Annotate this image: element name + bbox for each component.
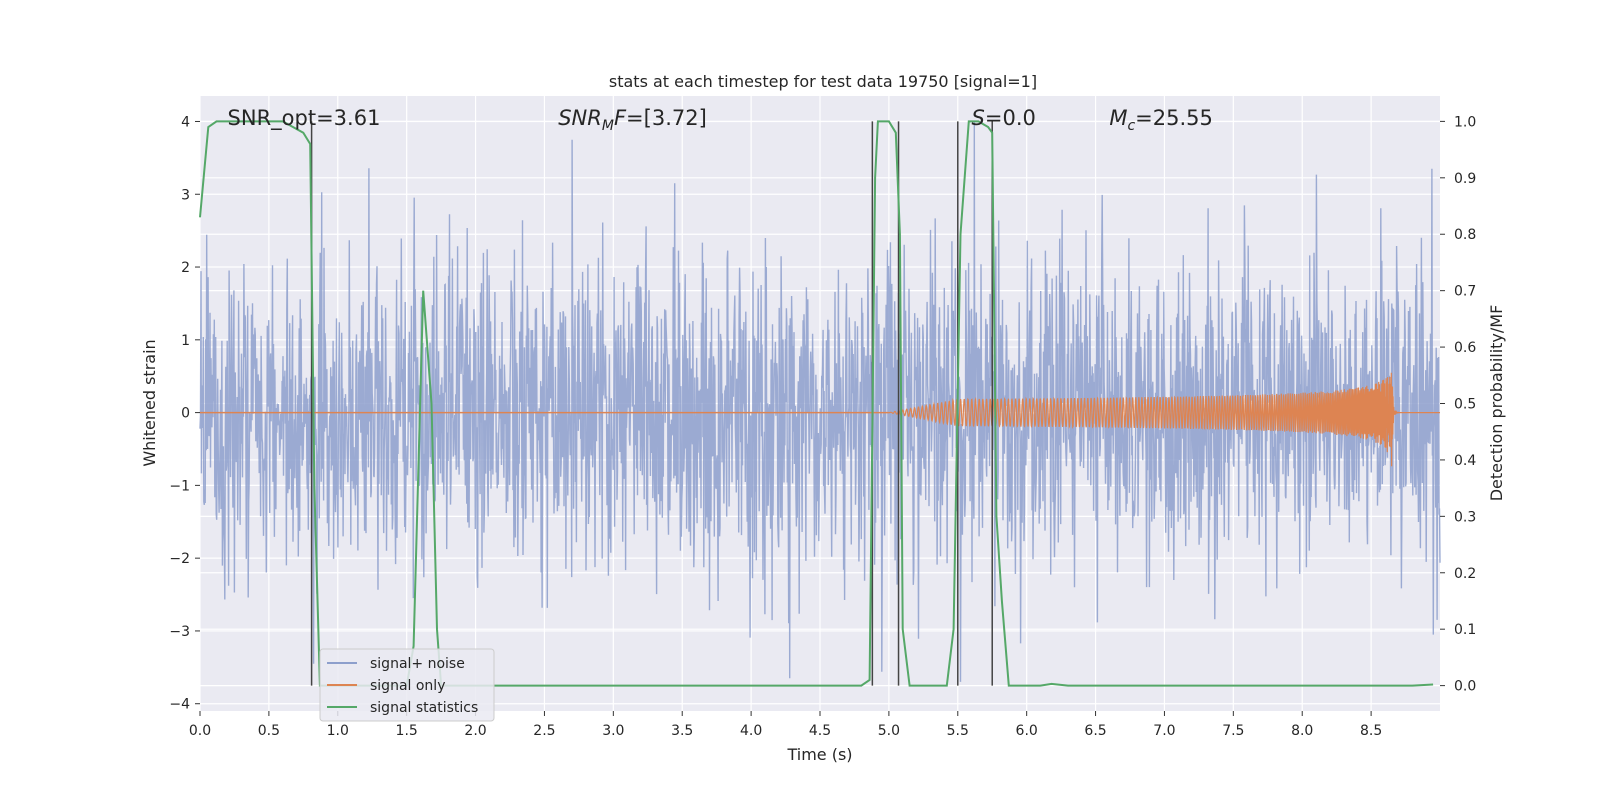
x-tick-label: 7.0 bbox=[1153, 723, 1175, 739]
series-signal-noise bbox=[199, 121, 1441, 682]
y-right-tick-label: 1.0 bbox=[1454, 114, 1476, 130]
legend-label-signal-only: signal only bbox=[370, 678, 445, 694]
legend: signal+ noise signal only signal statist… bbox=[319, 648, 495, 722]
annotation-text: SNRMF=[3.72] bbox=[558, 106, 707, 134]
x-tick-label: 5.5 bbox=[947, 723, 969, 739]
x-tick-label: 7.5 bbox=[1222, 723, 1244, 739]
y-right-axis-label: Detection probability/MF bbox=[1487, 305, 1506, 502]
x-tick-label: 0.0 bbox=[189, 723, 211, 739]
x-tick-label: 6.0 bbox=[1016, 723, 1038, 739]
x-axis-label: Time (s) bbox=[786, 745, 852, 764]
y-left-tick-label: 2 bbox=[181, 260, 190, 276]
x-tick-label: 0.5 bbox=[258, 723, 280, 739]
series-signal-statistics bbox=[199, 120, 1434, 687]
y-right-tick-label: 0.1 bbox=[1454, 622, 1476, 638]
x-tick-label: 3.5 bbox=[671, 723, 693, 739]
annotation-text: SNR_opt=3.61 bbox=[228, 106, 381, 131]
y-left-tick-label: −4 bbox=[169, 697, 190, 713]
y-left-tick-label: 3 bbox=[181, 187, 190, 203]
y-left-tick-label: −2 bbox=[169, 551, 190, 567]
x-tick-label: 4.0 bbox=[740, 723, 762, 739]
series-signal-only bbox=[200, 372, 1440, 467]
y-right-tick-label: 0.9 bbox=[1454, 171, 1476, 187]
y-left-tick-label: −3 bbox=[169, 624, 190, 640]
y-right-axis-ticks: 1.0 0.9 0.8 0.7 0.6 0.5 0.4 0.3 0.2 0.1 0.0 bbox=[1440, 114, 1476, 695]
y-left-axis-ticks: 4 3 2 1 0 −1 −2 −3 −4 bbox=[169, 114, 200, 713]
legend-box bbox=[319, 648, 495, 722]
x-tick-label: 8.0 bbox=[1291, 723, 1313, 739]
annotations: SNR_opt=3.61 SNRMF=[3.72] S=0.0 Mc=25.55 bbox=[228, 106, 1213, 134]
grid-lines bbox=[199, 96, 1440, 711]
x-tick-label: 1.5 bbox=[396, 723, 418, 739]
line-signal-noise bbox=[199, 121, 1441, 682]
y-right-tick-label: 0.7 bbox=[1454, 284, 1476, 300]
x-axis-ticks: 0.0 0.5 1.0 1.5 2.0 2.5 3.0 3.5 4.0 4.5 5.0 5.5 6.0 6… bbox=[189, 711, 1382, 739]
legend-label-signal-noise: signal+ noise bbox=[370, 656, 465, 672]
y-right-tick-label: 0.8 bbox=[1454, 227, 1476, 243]
y-left-tick-label: −1 bbox=[169, 478, 190, 494]
x-tick-label: 4.5 bbox=[809, 723, 831, 739]
y-left-axis-label: Whitened strain bbox=[140, 339, 159, 466]
x-tick-label: 2.5 bbox=[533, 723, 555, 739]
x-tick-label: 1.0 bbox=[327, 723, 349, 739]
annotation-text: Mc=25.55 bbox=[1109, 106, 1213, 134]
y-right-tick-label: 0.3 bbox=[1454, 509, 1476, 525]
legend-label-signal-statistics: signal statistics bbox=[370, 700, 478, 716]
annotation-text: S=0.0 bbox=[972, 106, 1036, 130]
x-tick-label: 5.0 bbox=[878, 723, 900, 739]
x-tick-label: 8.5 bbox=[1360, 723, 1382, 739]
y-right-tick-label: 0.0 bbox=[1454, 679, 1476, 695]
y-left-tick-label: 1 bbox=[181, 333, 190, 349]
line-signal-statistics bbox=[199, 120, 1434, 687]
y-right-tick-label: 0.5 bbox=[1454, 397, 1476, 413]
line-signal-only bbox=[888, 372, 1440, 467]
x-tick-label: 3.0 bbox=[602, 723, 624, 739]
chart-title: stats at each timestep for test data 197… bbox=[609, 72, 1037, 91]
x-tick-label: 2.0 bbox=[464, 723, 486, 739]
x-tick-label: 6.5 bbox=[1084, 723, 1106, 739]
y-right-tick-label: 0.4 bbox=[1454, 453, 1476, 469]
y-right-tick-label: 0.2 bbox=[1454, 566, 1476, 582]
y-left-tick-label: 0 bbox=[181, 406, 190, 422]
y-left-tick-label: 4 bbox=[181, 114, 190, 130]
y-right-tick-label: 0.6 bbox=[1454, 340, 1476, 356]
